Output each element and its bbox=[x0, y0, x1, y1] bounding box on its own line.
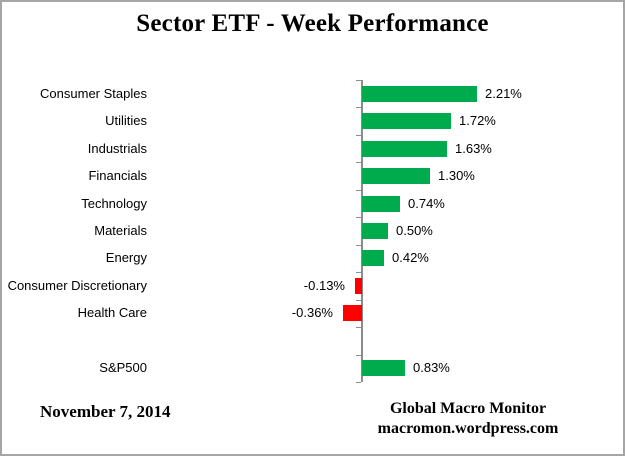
axis-tick bbox=[356, 135, 361, 136]
value-label-financials: 1.30% bbox=[438, 168, 475, 184]
category-label-financials: Financials bbox=[88, 168, 147, 184]
value-label-materials: 0.50% bbox=[396, 222, 433, 238]
category-label-consumer-discretionary: Consumer Discretionary bbox=[7, 277, 147, 293]
bar-s-p500 bbox=[362, 360, 405, 377]
chart-area: Consumer Staples 2.21% Utilities 1.72% Indus… bbox=[2, 80, 623, 384]
bar-energy bbox=[362, 250, 384, 267]
value-label-energy: 0.42% bbox=[392, 250, 429, 266]
axis-tick bbox=[356, 355, 361, 356]
value-label-industrials: 1.63% bbox=[455, 140, 492, 156]
axis-tick bbox=[356, 190, 361, 191]
category-label-s-p500: S&P500 bbox=[99, 360, 147, 376]
footer-source-url: macromon.wordpress.com bbox=[377, 420, 559, 437]
category-axis-line bbox=[361, 80, 363, 382]
value-label-utilities: 1.72% bbox=[459, 113, 496, 129]
footer-source: Global Macro Monitor macromon.wordpress.… bbox=[343, 399, 593, 439]
axis-tick bbox=[356, 382, 361, 383]
bar-health-care bbox=[343, 305, 362, 322]
axis-tick bbox=[356, 80, 361, 81]
category-label-materials: Materials bbox=[94, 222, 147, 238]
value-label-consumer-staples: 2.21% bbox=[485, 85, 522, 101]
axis-tick bbox=[356, 162, 361, 163]
category-label-utilities: Utilities bbox=[105, 113, 147, 129]
category-label-technology: Technology bbox=[81, 195, 147, 211]
value-label-technology: 0.74% bbox=[408, 195, 445, 211]
bar-industrials bbox=[362, 140, 447, 157]
axis-tick bbox=[356, 272, 361, 273]
category-label-industrials: Industrials bbox=[87, 140, 147, 156]
bar-consumer-staples bbox=[362, 85, 477, 102]
category-label-energy: Energy bbox=[105, 250, 147, 266]
footer-date: November 7, 2014 bbox=[40, 402, 171, 421]
axis-tick bbox=[356, 245, 361, 246]
footer-source-name: Global Macro Monitor bbox=[389, 400, 547, 417]
category-label-consumer-staples: Consumer Staples bbox=[40, 85, 147, 101]
bar-technology bbox=[362, 195, 400, 212]
value-label-consumer-discretionary: -0.13% bbox=[303, 277, 345, 293]
axis-tick bbox=[356, 300, 361, 301]
axis-tick bbox=[356, 327, 361, 328]
axis-tick bbox=[356, 107, 361, 108]
value-label-s-p500: 0.83% bbox=[413, 360, 450, 376]
bar-utilities bbox=[362, 113, 451, 130]
chart-title: Sector ETF - Week Performance bbox=[136, 10, 489, 37]
value-label-health-care: -0.36% bbox=[291, 305, 333, 321]
bar-financials bbox=[362, 168, 430, 185]
category-label-health-care: Health Care bbox=[77, 305, 147, 321]
bar-consumer-discretionary bbox=[355, 277, 362, 294]
bar-materials bbox=[362, 222, 388, 239]
axis-tick bbox=[356, 217, 361, 218]
